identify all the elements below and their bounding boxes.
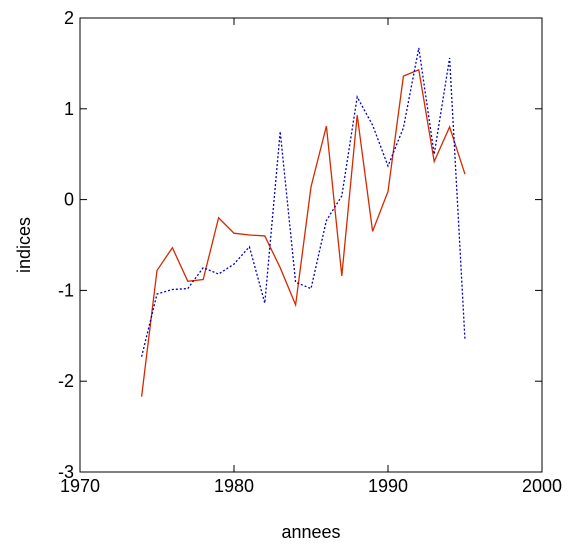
- x-tick-label: 1980: [214, 476, 254, 496]
- y-tick-label: -3: [58, 462, 74, 482]
- y-tick-label: 1: [64, 99, 74, 119]
- series-line: [140, 68, 466, 397]
- y-tick-label: -2: [58, 371, 74, 391]
- y-tick-label: 0: [64, 190, 74, 210]
- y-axis-label: indices: [14, 217, 34, 273]
- plot-frame: [79, 17, 543, 473]
- x-tick-label: 1970: [60, 476, 100, 496]
- x-tick-label: 1990: [368, 476, 408, 496]
- y-tick-label: 2: [64, 8, 74, 28]
- series-line: [140, 47, 466, 357]
- y-tick-label: -1: [58, 280, 74, 300]
- x-tick-label: 2000: [522, 476, 562, 496]
- x-axis-label: annees: [281, 522, 340, 542]
